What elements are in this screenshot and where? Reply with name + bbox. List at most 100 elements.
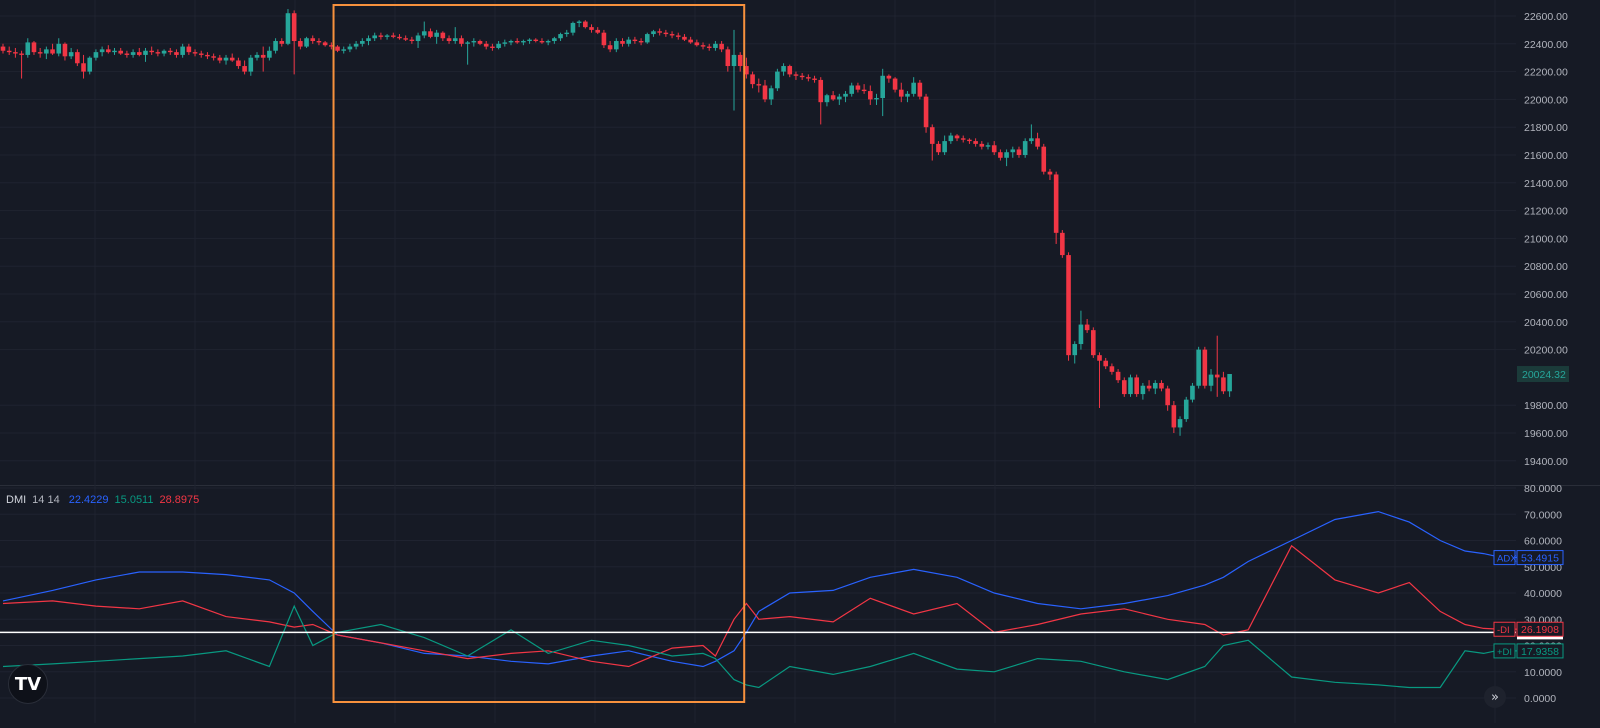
dmi-legend-minus-di-value: 28.8975 — [159, 494, 200, 506]
candle-body — [1016, 149, 1022, 155]
candle-body — [1140, 385, 1146, 395]
candle-body — [409, 39, 415, 42]
highlight-box — [332, 4, 746, 703]
candle-body — [180, 46, 185, 55]
candle-body — [99, 49, 105, 53]
candle-body — [378, 35, 384, 37]
candle-body — [1221, 377, 1226, 392]
candle-body — [1171, 405, 1177, 428]
candle-body — [750, 74, 755, 85]
candle-body — [37, 52, 43, 54]
candle-body — [6, 50, 12, 53]
candle-body — [539, 41, 545, 43]
candle-body — [1097, 355, 1102, 361]
candle-body — [1227, 374, 1232, 392]
candle-body — [967, 139, 972, 142]
candle-body — [446, 38, 452, 42]
candle-body — [917, 82, 923, 97]
candle-body — [688, 39, 693, 43]
candle-body — [217, 57, 223, 61]
candle-body — [886, 75, 892, 79]
candle-body — [167, 50, 173, 53]
candle-body — [775, 71, 780, 89]
candle-body — [979, 143, 985, 147]
candle-body — [87, 57, 93, 72]
candle-body — [675, 35, 681, 37]
candle-body — [576, 21, 582, 23]
candle-body — [725, 49, 731, 67]
candle-body — [638, 41, 644, 43]
candle-body — [1196, 349, 1201, 386]
candle-body — [744, 66, 749, 75]
candle-body — [806, 77, 811, 79]
series-tag-name — [1493, 621, 1516, 637]
candle-body — [706, 46, 712, 48]
candle-body — [1190, 385, 1195, 400]
candle-body — [124, 53, 130, 55]
dmi-legend-plus-di-value: 15.0511 — [114, 494, 154, 506]
candle-body — [960, 138, 966, 140]
price-axis-tick: 19400.00 — [1524, 456, 1568, 468]
series-tag-value-text: 26.1908 — [1521, 624, 1559, 636]
candle-body — [1060, 232, 1065, 256]
series-tag-name — [1493, 550, 1516, 566]
candle-body — [205, 54, 210, 57]
candle-body — [298, 41, 303, 47]
price-axis-tick: 20400.00 — [1524, 317, 1568, 329]
double-chevron-right-icon: » — [1491, 689, 1499, 705]
candle-body — [799, 75, 805, 78]
candle-body — [260, 54, 266, 58]
price-axis-tick: 22000.00 — [1524, 94, 1568, 106]
candle-body — [149, 50, 154, 53]
candle-body — [1103, 360, 1109, 367]
candle-body — [942, 141, 947, 153]
candle-body — [657, 31, 662, 33]
candle-body — [310, 38, 316, 42]
candle-body — [1214, 374, 1220, 378]
tradingview-logo-icon[interactable]: TV — [8, 664, 48, 704]
candle-body — [19, 53, 24, 55]
candle-body — [1165, 388, 1170, 406]
candle-body — [1078, 324, 1084, 345]
candle-body — [341, 49, 347, 51]
candle-body — [682, 36, 687, 40]
scroll-to-realtime-button[interactable]: » — [1484, 686, 1506, 708]
candle-body — [161, 50, 167, 54]
candle-body — [285, 13, 291, 44]
candle-body — [335, 46, 340, 51]
candle-body — [13, 52, 18, 54]
candle-body — [1035, 138, 1040, 147]
dmi-legend-name: DMI — [6, 494, 27, 506]
candle-body — [360, 41, 365, 44]
candle-body — [1146, 385, 1152, 389]
candle-body — [1072, 344, 1078, 356]
candle-body — [390, 35, 396, 37]
candle-body — [818, 79, 824, 103]
candle-body — [186, 46, 192, 53]
candle-body — [620, 41, 625, 44]
candle-body — [824, 95, 830, 103]
candle-body — [403, 38, 408, 40]
candle-body — [756, 84, 762, 86]
candle-body — [366, 38, 371, 42]
dmi-legend-params: 14 14 — [32, 494, 60, 506]
candle-body — [954, 135, 960, 139]
candle-body — [428, 31, 433, 37]
candle-body — [0, 46, 6, 51]
candle-body — [279, 41, 285, 44]
candle-body — [843, 93, 848, 97]
candle-body — [861, 89, 867, 92]
candle-body — [347, 46, 353, 50]
candle-body — [248, 57, 254, 72]
candle-body — [923, 96, 929, 128]
dmi-axis-tick: 10.0000 — [1524, 667, 1562, 679]
candle-body — [768, 88, 774, 100]
candle-body — [291, 13, 297, 42]
dmi-line-adx — [2, 510, 1521, 668]
candle-body — [434, 32, 439, 37]
candle-body — [25, 42, 31, 55]
candle-body — [459, 38, 464, 44]
